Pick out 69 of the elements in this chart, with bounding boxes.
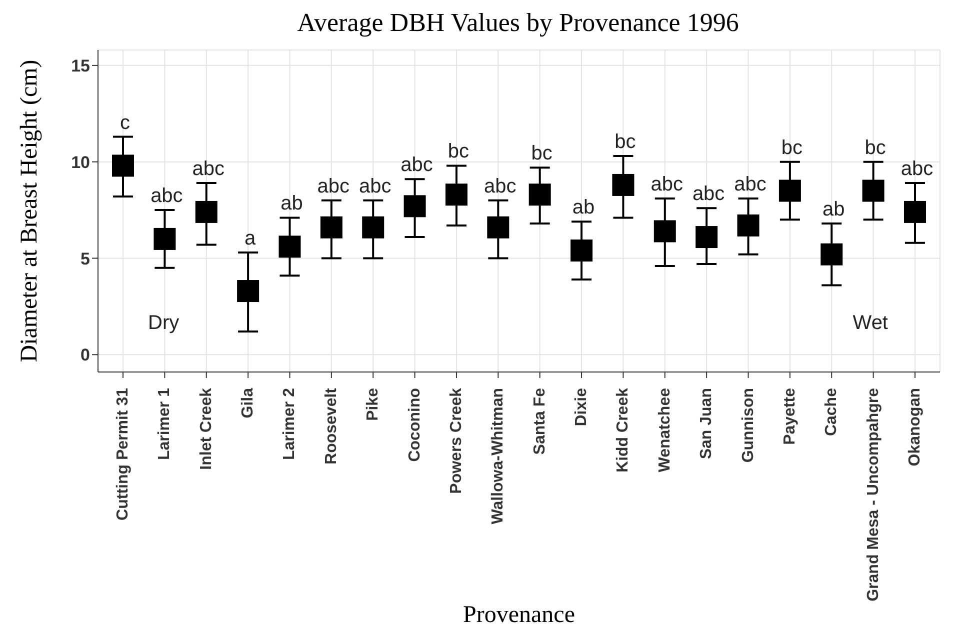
x-tick-label: Powers Creek <box>448 388 465 494</box>
x-tick-label: Larimer 2 <box>281 388 298 460</box>
point <box>904 200 926 223</box>
data-label: abc <box>400 154 433 176</box>
y-tick-label: 10 <box>71 152 90 172</box>
data-label: a <box>244 227 256 250</box>
x-tick-label: Cutting Permit 31 <box>114 388 132 520</box>
y-tick-label: 5 <box>80 249 90 268</box>
x-tick-label: Gunnison <box>740 388 757 463</box>
x-tick-label: Larimer 1 <box>156 388 174 460</box>
point <box>112 154 134 177</box>
x-tick-label: Dixie <box>573 388 590 426</box>
point <box>320 216 342 238</box>
x-tick-label: Coconino <box>406 388 424 462</box>
data-label: ab <box>572 196 595 219</box>
data-label: bc <box>781 136 803 159</box>
chart-title: Average DBH Values by Provenance 1996 <box>296 8 740 39</box>
annotation: Dry <box>148 312 180 335</box>
x-tick-label: Okanogan <box>906 388 924 466</box>
x-tick-label: San Juan <box>698 388 716 460</box>
point <box>445 184 468 206</box>
data-label: bc <box>531 142 552 165</box>
data-label: abc <box>650 173 684 196</box>
point <box>362 216 384 238</box>
data-label: abc <box>734 173 766 196</box>
x-tick-label: Roosevelt <box>322 387 340 464</box>
data-label: abc <box>358 175 392 198</box>
point <box>195 200 218 223</box>
data-label: abc <box>192 158 224 180</box>
y-tick-label: 15 <box>71 56 90 76</box>
x-tick-label: Payette <box>781 388 798 445</box>
data-label: c <box>120 112 130 134</box>
point <box>404 195 426 218</box>
x-tick-label: Wenatchee <box>656 388 674 472</box>
point <box>737 214 760 236</box>
data-label: abc <box>150 185 183 208</box>
x-tick-label: Wallowa-Whitman <box>490 388 507 524</box>
x-axis-title: Provenance <box>463 602 575 628</box>
point <box>820 243 843 266</box>
x-tick-label: Inlet Creek <box>198 388 215 470</box>
data-label: ab <box>822 198 845 221</box>
x-tick-label: Cache <box>823 388 840 436</box>
point <box>528 184 551 206</box>
data-label: abc <box>484 175 516 198</box>
x-tick-label: Pike <box>364 388 382 421</box>
data-label: abc <box>692 183 725 206</box>
point <box>696 226 718 248</box>
data-label: bc <box>864 136 886 159</box>
point <box>278 236 301 258</box>
point <box>778 180 801 202</box>
x-tick-label: Grand Mesa - Uncompahgre <box>864 388 882 602</box>
point <box>487 216 510 238</box>
data-label: ab <box>280 192 303 215</box>
point <box>862 180 884 202</box>
data-label: abc <box>317 175 350 198</box>
x-tick-label: Santa Fe <box>531 388 548 455</box>
y-tick-label: 0 <box>80 346 90 365</box>
point <box>570 240 593 262</box>
point <box>154 228 176 250</box>
point <box>237 280 260 302</box>
data-label: abc <box>900 158 934 180</box>
x-tick-label: Kidd Creek <box>614 388 632 472</box>
annotation: Wet <box>852 312 888 335</box>
y-axis-title: Diameter at Breast Height (cm) <box>16 60 43 362</box>
point <box>612 174 634 196</box>
data-label: bc <box>448 140 470 163</box>
data-label: bc <box>614 131 636 154</box>
point <box>654 220 676 242</box>
x-tick-label: Gila <box>240 388 257 418</box>
